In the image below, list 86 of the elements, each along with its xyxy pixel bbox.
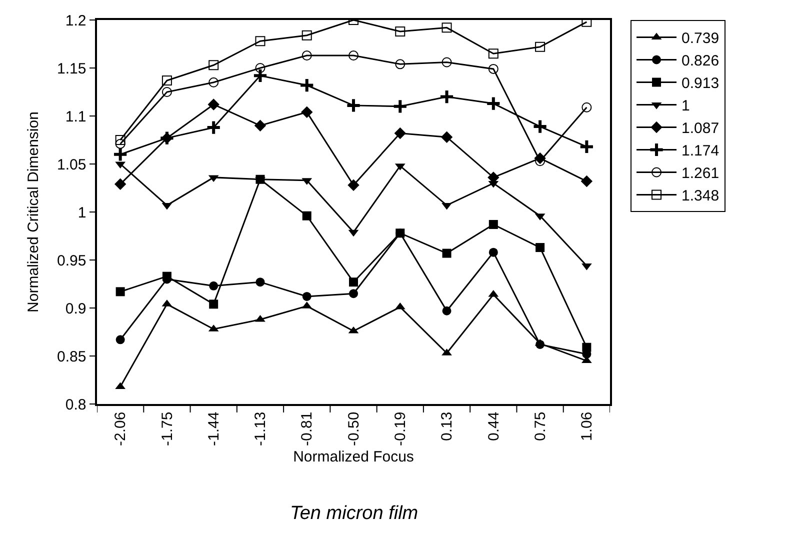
point (255, 63, 266, 73)
point (302, 292, 312, 301)
legend-label: 0.826 (682, 52, 720, 70)
x-tick-label: 1.06 (578, 412, 596, 441)
text: Ten micron film (290, 503, 418, 524)
point (395, 59, 406, 70)
point (488, 248, 498, 257)
point (209, 281, 218, 290)
x-tick-label: 0.44 (485, 412, 502, 441)
point (206, 120, 222, 136)
y-tick-label: 0.95 (57, 252, 86, 270)
point (256, 278, 265, 287)
point (440, 131, 453, 143)
point (346, 98, 362, 114)
point (302, 50, 312, 61)
legend-label: 0.913 (682, 75, 720, 92)
x-axis-title: Normalized Focus (293, 448, 414, 466)
legend-label: 0.739 (682, 30, 720, 48)
legend-label: 1.087 (682, 120, 720, 138)
point (208, 77, 219, 88)
point (582, 342, 592, 352)
legend-label: 1.261 (682, 165, 720, 182)
point (115, 138, 126, 149)
x-tick-label: 0.75 (532, 412, 549, 441)
y-tick-label: 1 (78, 204, 86, 222)
y-tick-label: 1.2 (65, 12, 86, 30)
y-tick-label: 1.15 (57, 60, 86, 78)
point (580, 175, 593, 188)
y-axis-title: Normalized Critical Dimension (24, 112, 42, 312)
point (394, 127, 406, 140)
y-tick-label: 1.05 (57, 156, 86, 174)
x-tick-label: -2.06 (112, 412, 130, 446)
point (536, 243, 545, 252)
x-tick-label: -1.75 (158, 412, 176, 446)
point (114, 178, 126, 190)
point (299, 77, 315, 94)
y-tick-label: 0.9 (65, 300, 86, 318)
point (396, 228, 405, 238)
legend-label: 1.348 (682, 188, 720, 205)
point (162, 272, 172, 281)
legend-label: 1.174 (682, 142, 720, 160)
x-tick-label: -1.13 (252, 412, 270, 446)
point (302, 211, 312, 220)
point (255, 36, 266, 46)
point (115, 135, 126, 145)
y-tick-label: 0.8 (65, 396, 86, 414)
point (532, 118, 548, 134)
point (116, 287, 125, 296)
x-tick-label: -0.81 (298, 412, 316, 446)
y-tick-label: 1.1 (65, 108, 86, 126)
point (395, 26, 406, 37)
point (488, 220, 498, 229)
point (162, 87, 172, 97)
point (301, 106, 313, 118)
point (442, 248, 452, 258)
point (488, 64, 498, 74)
point (442, 306, 452, 316)
x-tick-label: -1.44 (205, 412, 222, 446)
point (582, 102, 592, 112)
point (252, 68, 268, 84)
point (349, 278, 358, 287)
point (536, 340, 545, 349)
point (254, 120, 266, 132)
point (535, 42, 546, 52)
point (112, 146, 128, 162)
x-tick-label: -0.19 (392, 412, 410, 446)
point (392, 98, 408, 114)
point (302, 30, 312, 40)
point (349, 289, 358, 298)
legend-label: 1 (682, 98, 690, 115)
point (442, 57, 452, 68)
point (348, 179, 360, 191)
point (442, 22, 452, 33)
x-tick-label: 0.13 (438, 412, 456, 441)
y-tick-label: 0.85 (57, 348, 86, 366)
point (116, 335, 125, 344)
point (438, 89, 455, 105)
point (578, 138, 594, 155)
point (209, 300, 218, 309)
point (486, 96, 502, 112)
point (488, 48, 498, 59)
point (348, 50, 358, 61)
point (208, 98, 220, 110)
x-tick-label: -0.50 (345, 412, 362, 446)
point (208, 60, 219, 70)
point (162, 75, 172, 86)
